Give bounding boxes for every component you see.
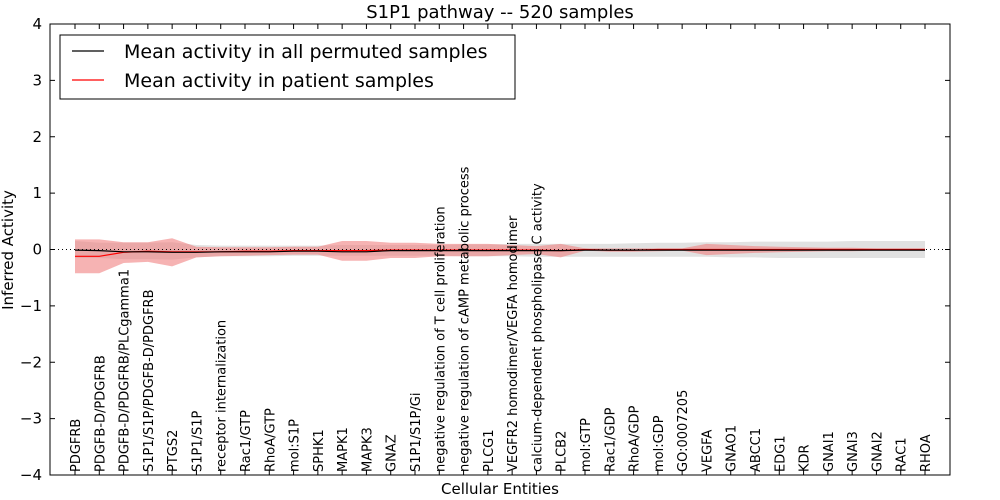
y-tick-label: 4 (32, 15, 42, 33)
x-tick-label: negative regulation of T cell proliferat… (433, 206, 448, 472)
legend: Mean activity in all permuted samples Me… (59, 34, 516, 100)
x-tick-label: PDGFB-D/PDGFRB (93, 355, 108, 472)
legend-label-permuted: Mean activity in all permuted samples (124, 41, 487, 63)
y-tick-label: 3 (32, 71, 42, 89)
x-tick-label: S1P1/S1P (190, 410, 205, 472)
x-tick-label: RhoA/GDP (628, 405, 643, 472)
x-tick-label: GNAZ (385, 434, 400, 472)
x-tick-label: GNAO1 (725, 425, 740, 472)
x-tick-label: Rac1/GTP (239, 410, 254, 472)
legend-frame (59, 34, 516, 100)
band-patient (75, 238, 925, 274)
x-tick-label: MAPK1 (336, 427, 351, 472)
x-tick-label: RAC1 (895, 437, 910, 472)
x-tick-label: RhoA/GTP (263, 408, 278, 472)
x-tick-label: GO:0007205 (676, 390, 691, 472)
legend-label-patient: Mean activity in patient samples (124, 70, 434, 92)
y-tick-label: −2 (20, 353, 42, 371)
x-tick-label: S1P1/S1P/Gi (409, 393, 424, 472)
x-tick-label: EDG1 (773, 435, 788, 472)
x-tick-label: SPHK1 (312, 429, 327, 472)
y-axis: −4 −3 −2 −1 0 1 2 3 4 (20, 15, 950, 484)
y-tick-label: −4 (20, 466, 42, 484)
x-tick-label: PDGFRB (69, 419, 84, 472)
x-tick-label: PTGS2 (166, 430, 181, 472)
x-tick-label: negative regulation of cAMP metabolic pr… (458, 166, 473, 472)
line-permuted (74, 249, 925, 253)
x-tick-label: S1P1/S1P/PDGFB-D/PDGFRB (142, 289, 157, 472)
y-tick-label: 2 (32, 128, 42, 146)
y-tick-label: −3 (20, 410, 42, 428)
x-tick-label: MAPK3 (360, 427, 375, 472)
chart-title: S1P1 pathway -- 520 samples (366, 2, 634, 23)
x-tick-label: PDGFB-D/PDGFRB/PLCgamma1 (118, 269, 133, 472)
x-tick-label: KDR (798, 444, 813, 472)
x-tick-label: calcium-dependent phospholipase C activi… (530, 183, 545, 472)
x-tick-label: PLCB2 (555, 431, 570, 472)
x-tick-label: mol:GDP (652, 415, 667, 472)
y-tick-label: 1 (32, 184, 42, 202)
x-tick-label: PLCG1 (482, 429, 497, 472)
x-tick-label: mol:GTP (579, 418, 594, 472)
x-tick-label: Rac1/GDP (603, 407, 618, 472)
x-tick-label: RHOA (919, 434, 934, 472)
x-tick-label: VEGFA (700, 430, 715, 472)
x-tick-label: receptor internalization (215, 320, 230, 472)
y-tick-label: −1 (20, 297, 42, 315)
y-tick-label: 0 (32, 241, 42, 259)
plot-area (50, 238, 950, 274)
y-axis-label: Inferred Activity (0, 190, 17, 310)
x-tick-label: VEGFR2 homodimer/VEGFA homodimer (506, 215, 521, 472)
x-axis: PDGFRB PDGFB-D/PDGFRB PDGFB-D/PDGFRB/PLCga… (69, 24, 934, 475)
x-tick-label: mol:S1P (288, 419, 303, 472)
x-tick-label: GNAI3 (846, 431, 861, 472)
x-tick-label: GNAI1 (822, 431, 837, 472)
x-axis-label: Cellular Entities (441, 480, 559, 498)
x-tick-label: GNAI2 (870, 431, 885, 472)
x-tick-label: ABCC1 (749, 428, 764, 472)
